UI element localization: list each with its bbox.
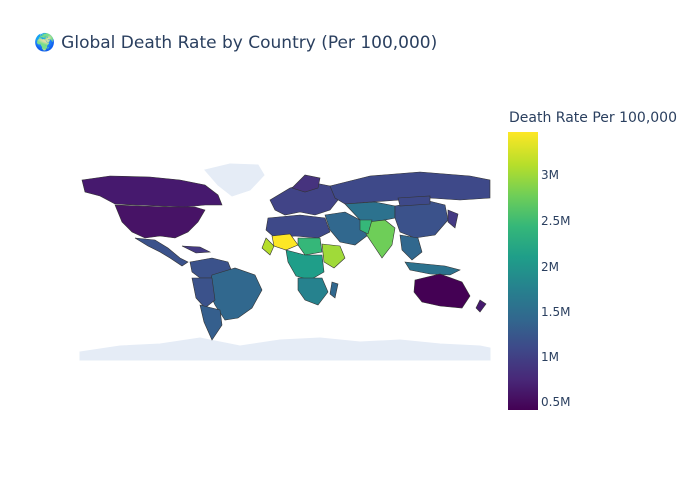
colorbar-tick-label: 2.5M [541, 214, 571, 228]
region-central-africa[interactable] [285, 249, 325, 281]
region-southern-africa[interactable] [297, 277, 329, 306]
region-mexico[interactable] [134, 237, 189, 267]
region-east-africa[interactable] [321, 243, 346, 269]
region-japan[interactable] [447, 209, 459, 229]
region-niger-chad[interactable] [297, 237, 323, 256]
region-argentina-chile[interactable] [199, 304, 223, 341]
colorbar-tick-label: 2M [541, 260, 559, 274]
region-greenland[interactable] [204, 163, 265, 197]
colorbar [508, 132, 538, 410]
region-caribbean[interactable] [181, 245, 212, 254]
region-australia[interactable] [413, 273, 471, 309]
region-scandinavia[interactable] [291, 174, 321, 193]
region-canada[interactable] [81, 175, 223, 208]
region-north-africa[interactable] [265, 214, 331, 239]
chart-title: 🌍 Global Death Rate by Country (Per 100,… [34, 33, 437, 53]
region-peru-bolivia[interactable] [191, 277, 216, 309]
colorbar-tick-label: 1M [541, 350, 559, 364]
region-pakistan[interactable] [359, 219, 373, 235]
colorbar-tick-label: 1.5M [541, 305, 571, 319]
region-new-zealand[interactable] [475, 299, 487, 313]
region-west-africa[interactable] [261, 237, 275, 256]
region-madagascar[interactable] [329, 281, 339, 299]
region-middle-east[interactable] [324, 211, 369, 246]
colorbar-tick-label: 0.5M [541, 395, 571, 409]
colorbar-tick-label: 3M [541, 168, 559, 182]
region-southeast-asia[interactable] [399, 234, 423, 261]
region-mali[interactable] [271, 233, 299, 251]
chart-title-text: Global Death Rate by Country (Per 100,00… [61, 33, 438, 53]
region-china[interactable] [394, 199, 449, 239]
globe-icon: 🌍 [34, 33, 56, 53]
region-usa[interactable] [114, 204, 206, 239]
region-india[interactable] [365, 219, 396, 259]
colorbar-title: Death Rate Per 100,000 [509, 110, 677, 126]
region-mongolia[interactable] [397, 195, 431, 207]
region-antarctica[interactable] [79, 337, 491, 361]
region-indonesia[interactable] [404, 261, 461, 276]
